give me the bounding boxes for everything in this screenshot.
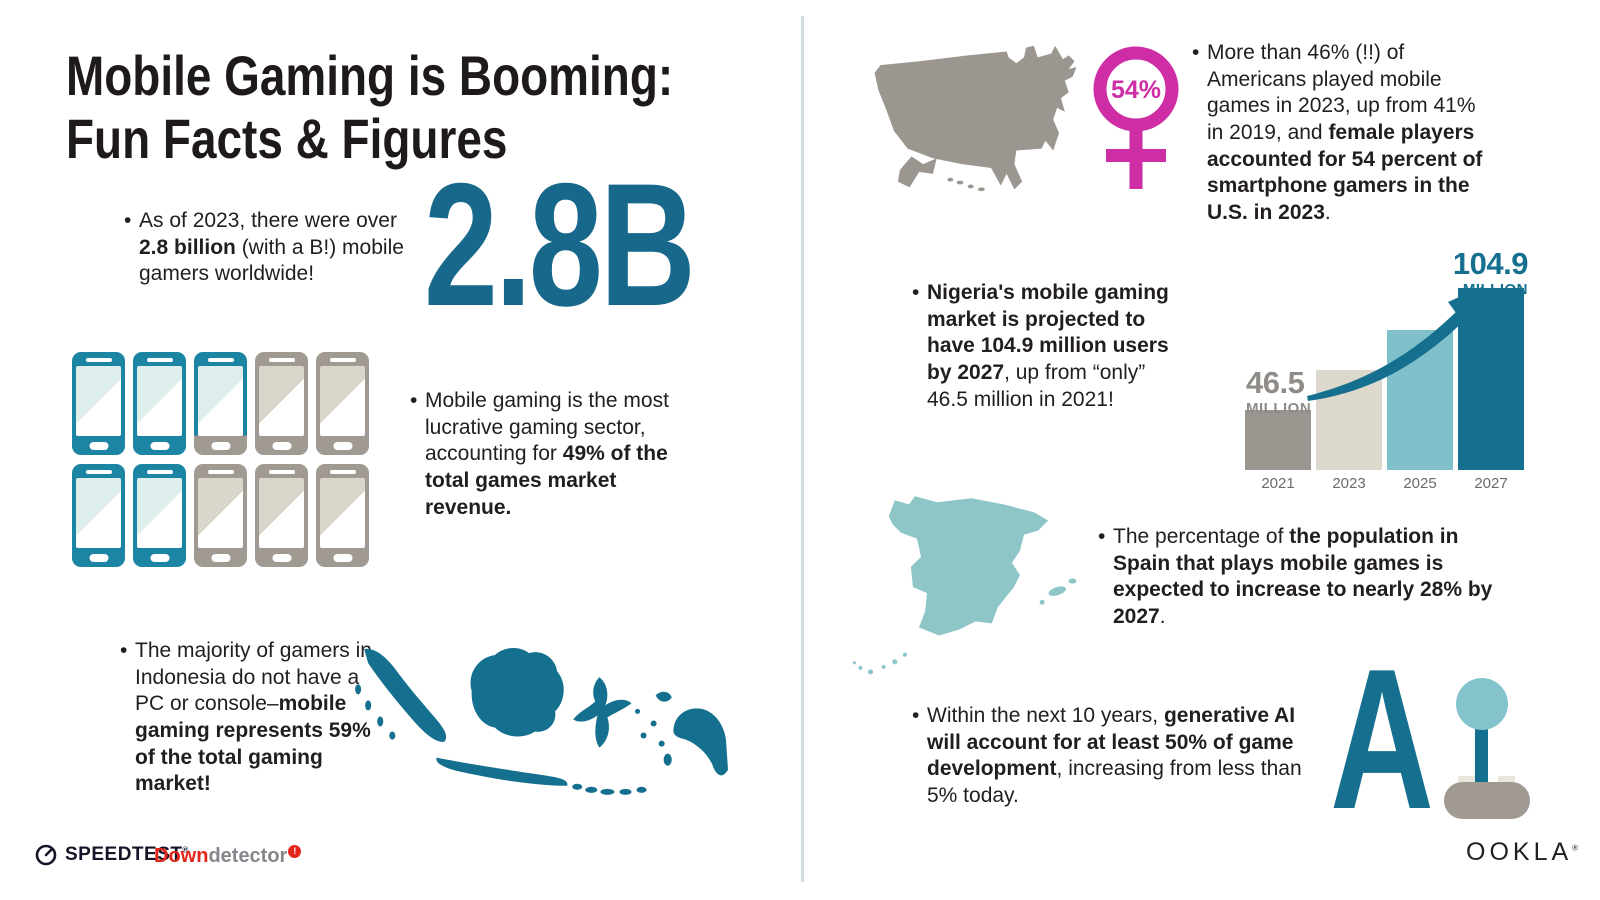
fact-worldwide-gamers: • As of 2023, there were over 2.8 billion… [124,208,411,288]
phones-grid [72,352,369,576]
fact-text-bold: mobile gaming represents 59% of the tota… [135,692,371,796]
fact-text: . [1324,200,1331,224]
downdetector-detector: detector [208,845,288,867]
phone-icon [133,352,186,455]
bullet-marker: • [410,389,418,412]
bullet-marker: • [120,639,128,662]
column-divider [801,16,804,882]
phone-icon [194,352,247,455]
page-title: Mobile Gaming is Booming: Fun Facts & Fi… [66,44,673,171]
phone-icon [72,352,125,455]
fact-text: . [1159,604,1166,628]
fact-revenue: • Mobile gaming is the most lucrative gam… [410,388,677,521]
fact-text: Within the next 10 years, [927,704,1164,727]
downdetector-logo: Downdetector! [154,845,302,868]
usa-map [874,45,1077,192]
fact-text-bold: Nigeria's mobile gaming market is projec… [927,281,1169,384]
bullet-marker: • [1192,41,1200,64]
fact-text-bold: generative AI will account for at least … [927,704,1296,781]
phone-icon [133,464,186,567]
bar-2021: 2021 [1245,410,1311,498]
phone-icon [255,352,308,455]
nigeria-bar-chart: 46.5 MILLION 104.9 MILLION 2021 2023 2025 2… [1218,248,1530,498]
joystick-button-left [1458,776,1475,784]
big-stat-2-8b: 2.8B [424,148,696,343]
phone-icon [316,352,369,455]
phone-icon [255,464,308,567]
title-line-1: Mobile Gaming is Booming: [66,44,674,107]
fact-text: The percentage of [1113,525,1290,548]
chart-low-unit: MILLION [1246,400,1312,417]
fact-text: , increasing from less than 5% today. [927,757,1302,807]
speedtest-logo: SPEEDTEST® [34,843,189,867]
phone-icon [72,464,125,567]
bullet-marker: • [124,209,132,232]
phone-icon [194,464,247,567]
bullet-marker: • [1098,525,1106,548]
downdetector-badge-icon: ! [288,845,302,858]
fact-text-bold: female players accounted for 54 percent … [1207,120,1483,224]
spain-map [852,496,1077,675]
chart-low-label: 46.5 MILLION [1246,367,1311,416]
fact-nigeria: • Nigeria's mobile gaming market is proje… [912,280,1189,413]
fact-text: More than 46% (!!) of Americans played m… [1207,41,1476,144]
female-badge-value: 54% [1111,76,1161,104]
joystick-button-right [1498,776,1515,784]
fact-spain: • The percentage of the population in Spa… [1098,524,1509,631]
ai-letter-a: A [1330,628,1434,851]
downdetector-down: Down [154,845,209,867]
joystick-ball [1456,678,1508,730]
title-line-2: Fun Facts & Figures [66,107,508,171]
fact-text: (with a B!) mobile gamers worldwide! [139,235,404,286]
joystick-stick [1475,726,1488,788]
chart-high-value: 104.9 [1452,246,1529,281]
chart-low-value: 46.5 [1246,365,1305,400]
joystick-base [1444,782,1530,819]
growth-arrow-icon [1307,286,1484,401]
indonesia-map [355,648,728,795]
fact-text-bold: 49% of the total games market revenue. [425,442,668,519]
fact-text: The majority of gamers in Indonesia do n… [135,639,372,716]
fact-text: , up from “only” 46.5 million in 2021! [927,360,1146,411]
bullet-marker: • [912,704,920,727]
female-symbol-icon: 54% [1093,46,1179,189]
chart-high-unit: MILLION [1462,281,1528,298]
fact-text: Mobile gaming is the most lucrative gami… [425,389,669,466]
fact-generative-ai: • Within the next 10 years, generative AI… [912,703,1333,810]
fact-text-bold: the population in Spain that plays mobil… [1113,525,1493,628]
joystick-icon [1444,678,1530,819]
fact-usa: • More than 46% (!!) of Americans played … [1192,40,1487,227]
fact-indonesia: • The majority of gamers in Indonesia do … [120,638,385,798]
fact-text-bold: 2.8 billion [139,235,236,259]
bullet-marker: • [912,281,920,304]
fact-text: As of 2023, there were over [139,209,397,232]
phone-icon [316,464,369,567]
speedtest-wordmark: SPEEDTEST® [65,844,189,865]
ookla-logo: OOKLA® [1466,838,1583,866]
speedtest-gauge-icon [35,844,57,866]
chart-high-label: 104.9 MILLION [1452,246,1529,298]
